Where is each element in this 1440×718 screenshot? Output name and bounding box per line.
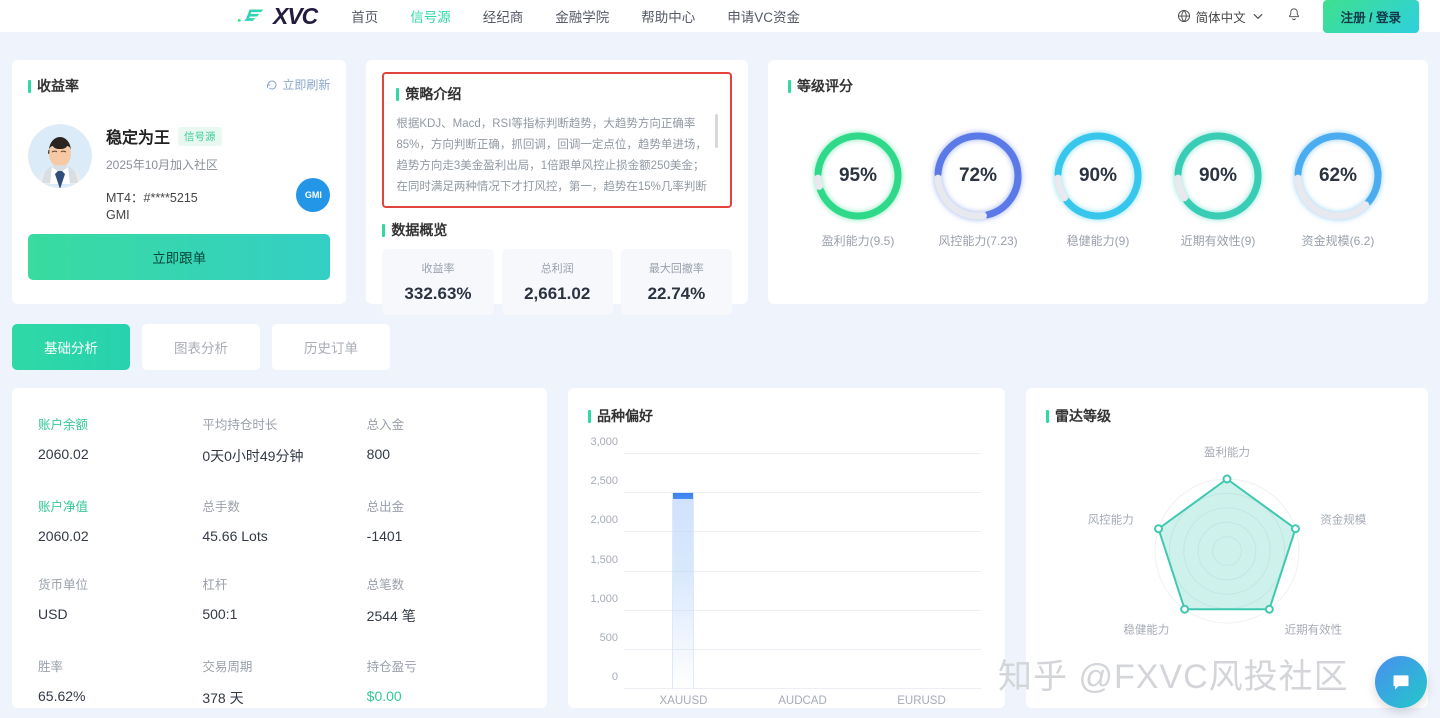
svg-text:风控能力: 风控能力 [1088, 513, 1134, 527]
svg-text:近期有效性: 近期有效性 [1285, 622, 1343, 636]
svg-text:盈利能力: 盈利能力 [1204, 445, 1250, 459]
svg-text:稳健能力: 稳健能力 [1123, 622, 1169, 636]
svg-text:资金规模: 资金规模 [1320, 513, 1366, 527]
